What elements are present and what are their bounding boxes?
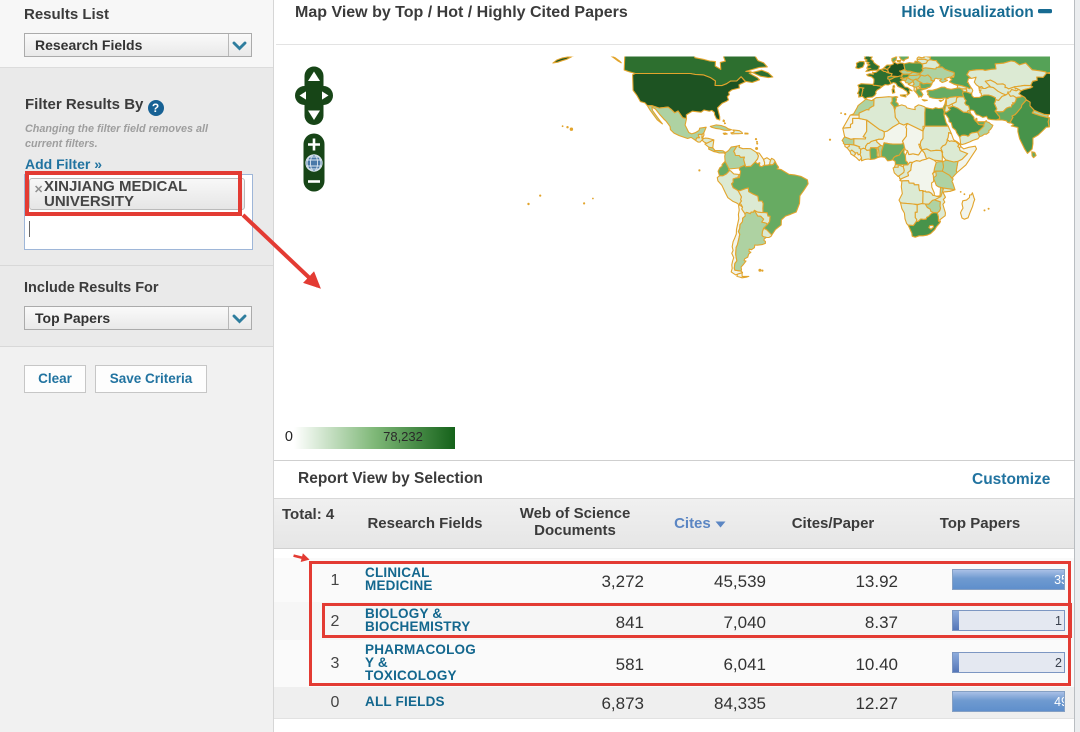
svg-text:78,232: 78,232 xyxy=(383,429,423,444)
svg-text:0: 0 xyxy=(285,429,293,445)
